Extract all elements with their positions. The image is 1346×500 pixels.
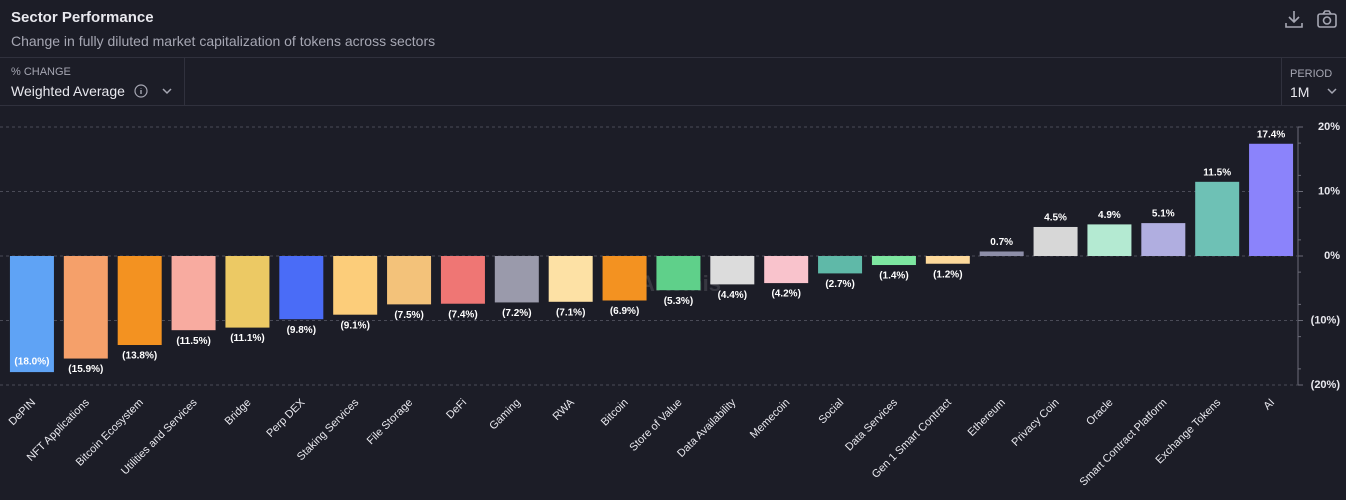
bar (548, 256, 593, 302)
bar (494, 256, 539, 303)
bar (63, 256, 108, 359)
bar (387, 256, 432, 305)
value-label: (4.4%) (718, 290, 747, 301)
value-label: (9.8%) (287, 325, 316, 336)
x-tick-label: RWA (551, 396, 578, 423)
divider (1281, 57, 1282, 105)
bar (440, 256, 485, 304)
value-label: (1.2%) (933, 269, 962, 280)
x-tick-label: Bitcoin (599, 397, 631, 429)
subtitle: Change in fully diluted market capitaliz… (11, 33, 436, 49)
value-label: 4.9% (1098, 210, 1121, 221)
bar (1141, 223, 1186, 256)
value-label: (4.2%) (771, 289, 800, 300)
value-label: 0.7% (990, 237, 1013, 248)
value-label: (6.9%) (610, 306, 639, 317)
bar (818, 256, 863, 274)
period-label: PERIOD (1290, 68, 1333, 80)
value-label: (13.8%) (122, 351, 157, 362)
bar (871, 256, 916, 266)
value-label: 17.4% (1257, 129, 1285, 140)
bar (925, 256, 970, 264)
divider (0, 105, 1346, 106)
divider (184, 57, 185, 105)
bar (1087, 224, 1132, 256)
bar (1033, 226, 1078, 256)
x-tick-label: Bridge (223, 397, 254, 428)
divider (0, 57, 1346, 58)
value-label: (11.1%) (230, 333, 264, 344)
metric-label: % CHANGE (11, 66, 71, 78)
metric-select[interactable]: Weighted Average (11, 83, 125, 99)
bar (171, 256, 216, 331)
bar (1195, 181, 1240, 256)
y-tick-label: (10%) (1311, 314, 1341, 326)
bar (225, 256, 270, 328)
x-tick-label: Data Services (843, 396, 900, 453)
value-label: (5.3%) (664, 296, 693, 307)
y-tick-label: 0% (1324, 250, 1340, 262)
title: Sector Performance (11, 9, 154, 26)
x-tick-label: Smart Contract Platform (1078, 397, 1170, 489)
x-tick-label: Perp DEX (264, 396, 308, 440)
bar (710, 256, 755, 285)
value-label: 5.1% (1152, 209, 1175, 220)
bar (602, 256, 647, 301)
x-tick-label: DeFi (444, 397, 469, 422)
bar (9, 256, 54, 373)
x-tick-label: AI (1261, 397, 1277, 413)
bar (656, 256, 701, 291)
x-tick-label: Gaming (487, 397, 523, 433)
x-tick-label: DePIN (7, 397, 38, 428)
value-label: (7.1%) (556, 307, 585, 318)
value-label: (9.1%) (340, 320, 369, 331)
x-tick-label: Ethereum (966, 397, 1008, 439)
value-label: (15.9%) (68, 364, 103, 375)
bar (333, 256, 378, 315)
value-label: (11.5%) (176, 336, 210, 347)
value-label: (7.5%) (394, 310, 423, 321)
y-tick-label: 10% (1318, 185, 1340, 197)
x-tick-label: Oracle (1084, 397, 1115, 428)
period-select[interactable]: 1M (1290, 84, 1310, 100)
x-tick-label: Social (817, 397, 847, 427)
x-tick-label: Privacy Coin (1010, 397, 1062, 449)
value-label: (7.4%) (448, 309, 477, 320)
x-tick-label: Store of Value (627, 397, 684, 454)
value-label: (7.2%) (502, 308, 531, 319)
chart: Artemis 20%10%0%(10%)(20%)DePIN(18.0%)NF… (0, 121, 1341, 489)
x-tick-label: Memecoin (748, 397, 792, 441)
value-label: 11.5% (1203, 167, 1231, 178)
x-tick-label: Data Availability (675, 396, 739, 460)
y-tick-label: (20%) (1311, 379, 1341, 391)
value-label: (2.7%) (825, 279, 854, 290)
metric-icons (134, 84, 172, 98)
bar (117, 256, 162, 346)
bar (279, 256, 324, 320)
bar (764, 256, 809, 284)
value-label: (18.0%) (14, 357, 49, 368)
chevron (1327, 88, 1337, 95)
y-tick-label: 20% (1318, 121, 1340, 133)
x-tick-label: File Storage (365, 397, 415, 447)
value-label: (1.4%) (879, 271, 908, 282)
toolbar-icons[interactable] (1284, 8, 1340, 30)
value-label: 4.5% (1044, 213, 1067, 224)
bar (1249, 143, 1294, 256)
bar (979, 251, 1024, 256)
